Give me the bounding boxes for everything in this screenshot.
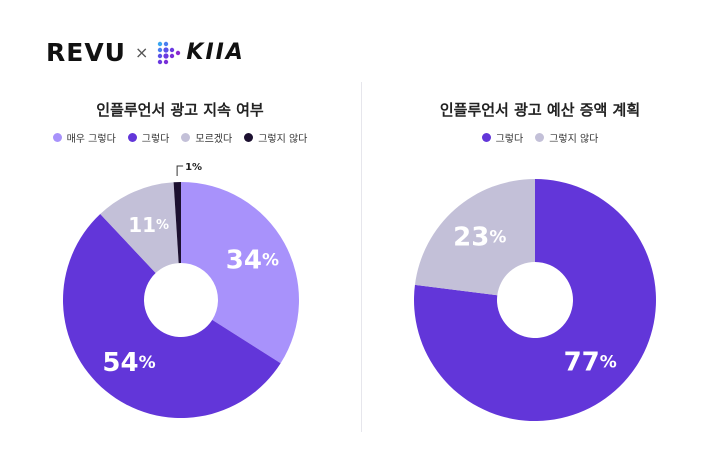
kiia-logo-text: KIIA — [186, 39, 245, 65]
legend-swatch — [181, 133, 191, 142]
legend-label: 그렇다 — [495, 134, 524, 145]
legend-item: 모르겠다 — [181, 130, 232, 145]
legend-item: 그렇지 않다 — [535, 130, 598, 145]
legend-item: 그렇다 — [481, 130, 524, 145]
brand-logos: REVU × KIIA — [46, 37, 245, 67]
legend-swatch — [535, 133, 545, 142]
legend-right: 그렇다 그렇지 않다 — [360, 130, 720, 145]
legend-swatch — [52, 133, 62, 142]
chart-title-left: 인플루언서 광고 지속 여부 — [96, 101, 264, 119]
slice-value-label: 54% — [102, 348, 155, 378]
chart-title-right: 인플루언서 광고 예산 증액 계획 — [439, 101, 641, 119]
slice-value-label: 11% — [128, 213, 169, 237]
slice-value-label: 77% — [564, 348, 617, 378]
chart-panel-right: 인플루언서 광고 예산 증액 계획 그렇다 그렇지 않다 77% 23% — [360, 0, 720, 465]
legend-label: 매우 그렇다 — [66, 134, 116, 145]
pie-slice — [173, 182, 181, 264]
pie-slice — [414, 179, 535, 296]
panel-divider — [361, 82, 362, 432]
legend-left: 매우 그렇다 그렇다 모르겠다 그렇지 않다 — [0, 130, 360, 145]
slice-value-label: 23% — [453, 222, 506, 252]
legend-label: 그렇지 않다 — [549, 134, 599, 145]
legend-label: 그렇다 — [141, 134, 170, 145]
slice-value-label: 1% — [185, 162, 202, 173]
slice-value-label: 34% — [226, 246, 279, 276]
legend-swatch — [481, 133, 491, 142]
chart-panel-left: 인플루언서 광고 지속 여부 매우 그렇다 그렇다 모르겠다 그렇지 않다 34… — [0, 101, 360, 418]
pie-slice — [100, 182, 179, 274]
legend-label: 모르겠다 — [195, 134, 233, 145]
legend-item: 매우 그렇다 — [52, 130, 116, 145]
legend-swatch — [244, 133, 254, 142]
pie-slice — [63, 213, 281, 418]
leader-line — [176, 165, 184, 177]
legend-item: 그렇지 않다 — [244, 130, 307, 145]
donut-chart-left: 34% 54% 11% 1% — [63, 162, 299, 418]
legend-label: 그렇지 않다 — [258, 134, 308, 145]
pie-slice — [181, 182, 299, 364]
times-sign: × — [134, 42, 149, 62]
kiia-logo-mark-icon — [158, 41, 181, 65]
pie-slice — [414, 179, 656, 421]
legend-swatch — [127, 133, 137, 142]
revu-logo: REVU — [46, 37, 126, 67]
donut-chart-right: 77% 23% — [414, 179, 656, 421]
legend-item: 그렇다 — [127, 130, 170, 145]
